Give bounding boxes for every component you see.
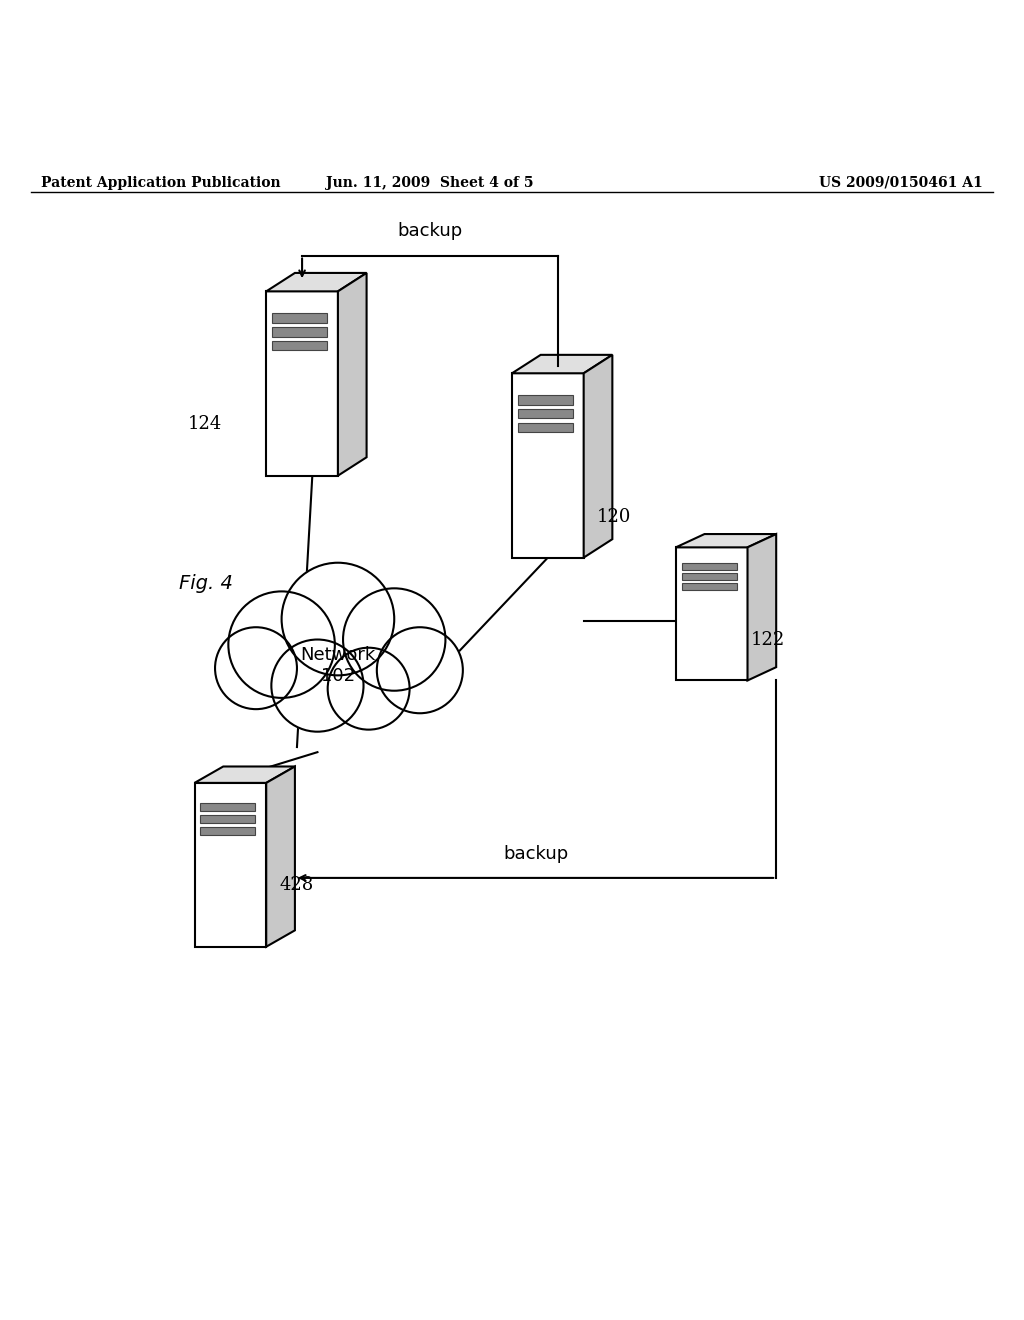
Polygon shape [201, 828, 256, 836]
Polygon shape [338, 273, 367, 475]
Text: Jun. 11, 2009  Sheet 4 of 5: Jun. 11, 2009 Sheet 4 of 5 [327, 176, 534, 190]
Text: 120: 120 [597, 508, 632, 525]
Polygon shape [266, 292, 338, 475]
Polygon shape [518, 409, 573, 418]
Circle shape [228, 591, 335, 698]
Polygon shape [682, 583, 737, 590]
Polygon shape [272, 341, 328, 350]
Text: 122: 122 [751, 631, 785, 648]
Polygon shape [512, 355, 612, 374]
Text: 428: 428 [280, 876, 314, 894]
Polygon shape [676, 535, 776, 548]
Text: Network
102: Network 102 [300, 645, 376, 685]
Polygon shape [195, 767, 295, 783]
Circle shape [328, 648, 410, 730]
Polygon shape [201, 814, 256, 824]
Circle shape [343, 589, 445, 690]
Circle shape [215, 627, 297, 709]
Polygon shape [195, 783, 266, 946]
Polygon shape [266, 767, 295, 946]
Polygon shape [518, 396, 573, 405]
Polygon shape [512, 374, 584, 557]
Polygon shape [584, 355, 612, 557]
Polygon shape [272, 327, 328, 337]
Text: US 2009/0150461 A1: US 2009/0150461 A1 [819, 176, 983, 190]
Polygon shape [682, 573, 737, 579]
Circle shape [377, 627, 463, 713]
Text: backup: backup [503, 845, 568, 862]
Text: backup: backup [397, 222, 463, 240]
Polygon shape [682, 564, 737, 570]
Circle shape [282, 562, 394, 676]
Polygon shape [748, 535, 776, 681]
Polygon shape [518, 422, 573, 432]
Polygon shape [676, 548, 748, 681]
Circle shape [271, 639, 364, 731]
Text: Patent Application Publication: Patent Application Publication [41, 176, 281, 190]
Text: 124: 124 [187, 416, 222, 433]
Polygon shape [272, 313, 328, 322]
Polygon shape [266, 273, 367, 292]
Polygon shape [201, 803, 256, 810]
Text: Fig. 4: Fig. 4 [179, 574, 233, 593]
